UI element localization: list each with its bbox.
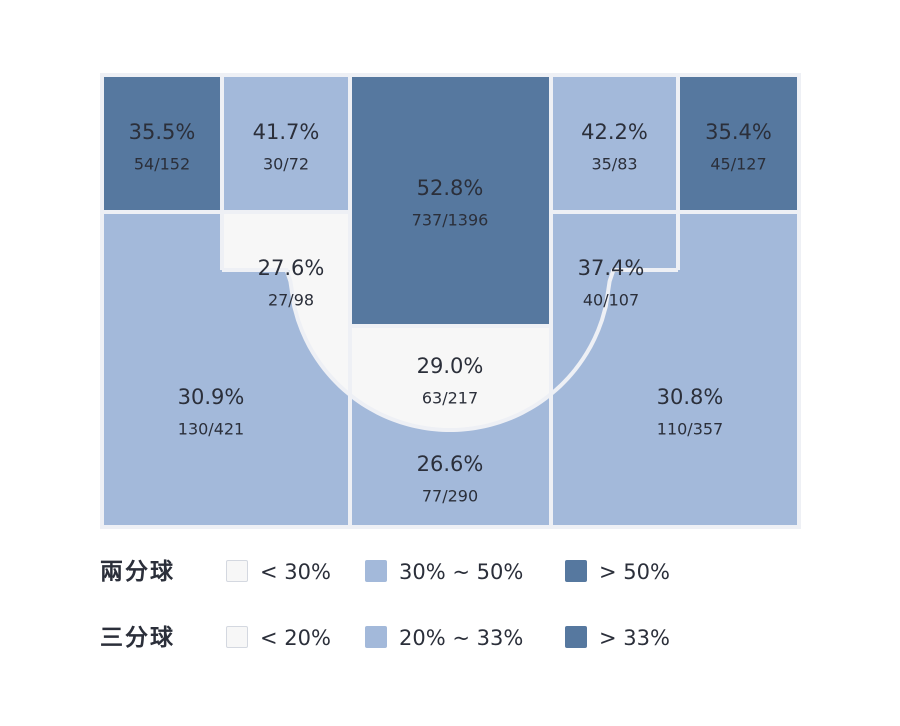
legend-swatch-mid <box>365 560 387 582</box>
legend-row-three-pointers: 三分球 < 20% 20% ~ 33% > 33% <box>100 623 800 653</box>
zone-frac-left-corner-three: 54/152 <box>134 155 190 174</box>
zone-frac-top-of-key-midrange: 63/217 <box>422 389 478 408</box>
zone-frac-right-corner-three: 45/127 <box>710 155 766 174</box>
zone-pct-left-short-baseline: 41.7% <box>253 120 320 144</box>
zone-pct-left-wing-three: 30.9% <box>178 385 245 409</box>
legend-title-two-pointers: 兩分球 <box>100 559 175 585</box>
zone-frac-right-short-baseline: 35/83 <box>591 155 637 174</box>
zone-left-corner-three <box>102 75 222 212</box>
legend-label: 20% ~ 33% <box>399 626 524 650</box>
zone-pct-top-of-key-midrange: 29.0% <box>417 354 484 378</box>
legend-label: 30% ~ 50% <box>399 560 524 584</box>
court-frame <box>100 73 801 529</box>
legend-title-three-pointers: 三分球 <box>100 625 175 651</box>
zone-pct-right-midrange: 37.4% <box>578 256 645 280</box>
zone-frac-top-of-key-three: 77/290 <box>422 487 478 506</box>
legend-label: > 33% <box>599 626 670 650</box>
zone-paint <box>350 75 551 326</box>
legend-label: < 30% <box>260 560 331 584</box>
zone-left-short-baseline <box>222 75 350 212</box>
zone-right-short-baseline <box>551 75 678 212</box>
court-lines <box>100 73 801 529</box>
legend-swatch-low <box>226 626 248 648</box>
zone-top-of-key-three <box>350 394 551 527</box>
zone-pct-paint: 52.8% <box>417 176 484 200</box>
zone-left-wing-three <box>102 212 350 527</box>
zones-layer <box>100 73 801 529</box>
legend-swatch-high <box>565 560 587 582</box>
zone-right-wing-three <box>551 212 799 527</box>
zone-pct-right-wing-three: 30.8% <box>657 385 724 409</box>
legend-swatch-low <box>226 560 248 582</box>
zone-labels: 35.5% 54/152 41.7% 30/72 52.8% 737/1396 42.2% 3… <box>129 120 772 506</box>
zone-frac-right-wing-three: 110/357 <box>657 420 723 439</box>
zone-pct-right-corner-three: 35.4% <box>705 120 772 144</box>
zone-frac-right-midrange: 40/107 <box>583 291 639 310</box>
legend-row-two-pointers: 兩分球 < 30% 30% ~ 50% > 50% <box>100 557 800 587</box>
zone-pct-left-corner-three: 35.5% <box>129 120 196 144</box>
three-point-arc <box>222 268 678 433</box>
zone-frac-left-short-baseline: 30/72 <box>263 155 309 174</box>
zone-frac-left-midrange: 27/98 <box>268 291 314 310</box>
zone-frac-paint: 737/1396 <box>412 211 489 230</box>
zone-left-midrange <box>222 212 350 395</box>
zone-pct-left-midrange: 27.6% <box>258 256 325 280</box>
zone-top-of-key-midrange <box>350 326 551 430</box>
zone-pct-top-of-key-three: 26.6% <box>417 452 484 476</box>
legend-swatch-mid <box>365 626 387 648</box>
zone-pct-right-short-baseline: 42.2% <box>581 120 648 144</box>
zone-frac-left-wing-three: 130/421 <box>178 420 244 439</box>
legend-label: < 20% <box>260 626 331 650</box>
legend-label: > 50% <box>599 560 670 584</box>
zone-right-midrange <box>551 212 678 395</box>
zone-right-corner-three <box>678 75 799 212</box>
legend-swatch-high <box>565 626 587 648</box>
